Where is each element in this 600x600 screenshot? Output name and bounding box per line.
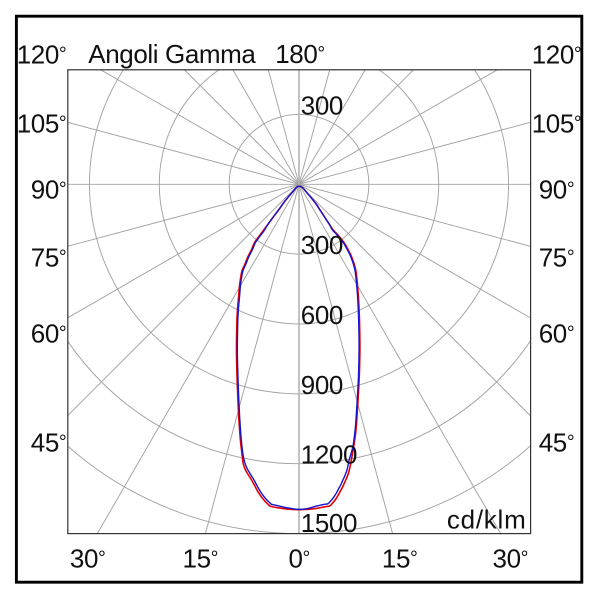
svg-text:90°: 90° (539, 175, 575, 205)
svg-text:120°: 120° (532, 40, 582, 70)
svg-text:300: 300 (301, 90, 343, 120)
svg-text:0°: 0° (288, 544, 309, 574)
svg-text:60°: 60° (31, 319, 67, 349)
svg-text:15°: 15° (382, 544, 418, 574)
svg-text:90°: 90° (31, 175, 67, 205)
svg-text:Angoli Gamma: Angoli Gamma (88, 39, 256, 69)
svg-text:cd/klm: cd/klm (447, 505, 527, 535)
svg-text:180°: 180° (275, 39, 325, 69)
svg-text:30°: 30° (70, 544, 106, 574)
svg-text:900: 900 (301, 370, 343, 400)
svg-text:1500: 1500 (301, 508, 357, 538)
svg-text:120°: 120° (17, 40, 67, 70)
svg-text:105°: 105° (532, 109, 582, 139)
svg-text:30°: 30° (493, 544, 529, 574)
svg-text:15°: 15° (183, 544, 219, 574)
svg-text:75°: 75° (31, 243, 67, 273)
svg-text:60°: 60° (539, 319, 575, 349)
svg-text:75°: 75° (539, 243, 575, 273)
svg-text:105°: 105° (17, 109, 67, 139)
svg-text:45°: 45° (539, 428, 575, 458)
svg-text:300: 300 (301, 230, 343, 260)
svg-text:45°: 45° (31, 428, 67, 458)
svg-text:600: 600 (301, 300, 343, 330)
svg-text:1200: 1200 (301, 440, 357, 470)
